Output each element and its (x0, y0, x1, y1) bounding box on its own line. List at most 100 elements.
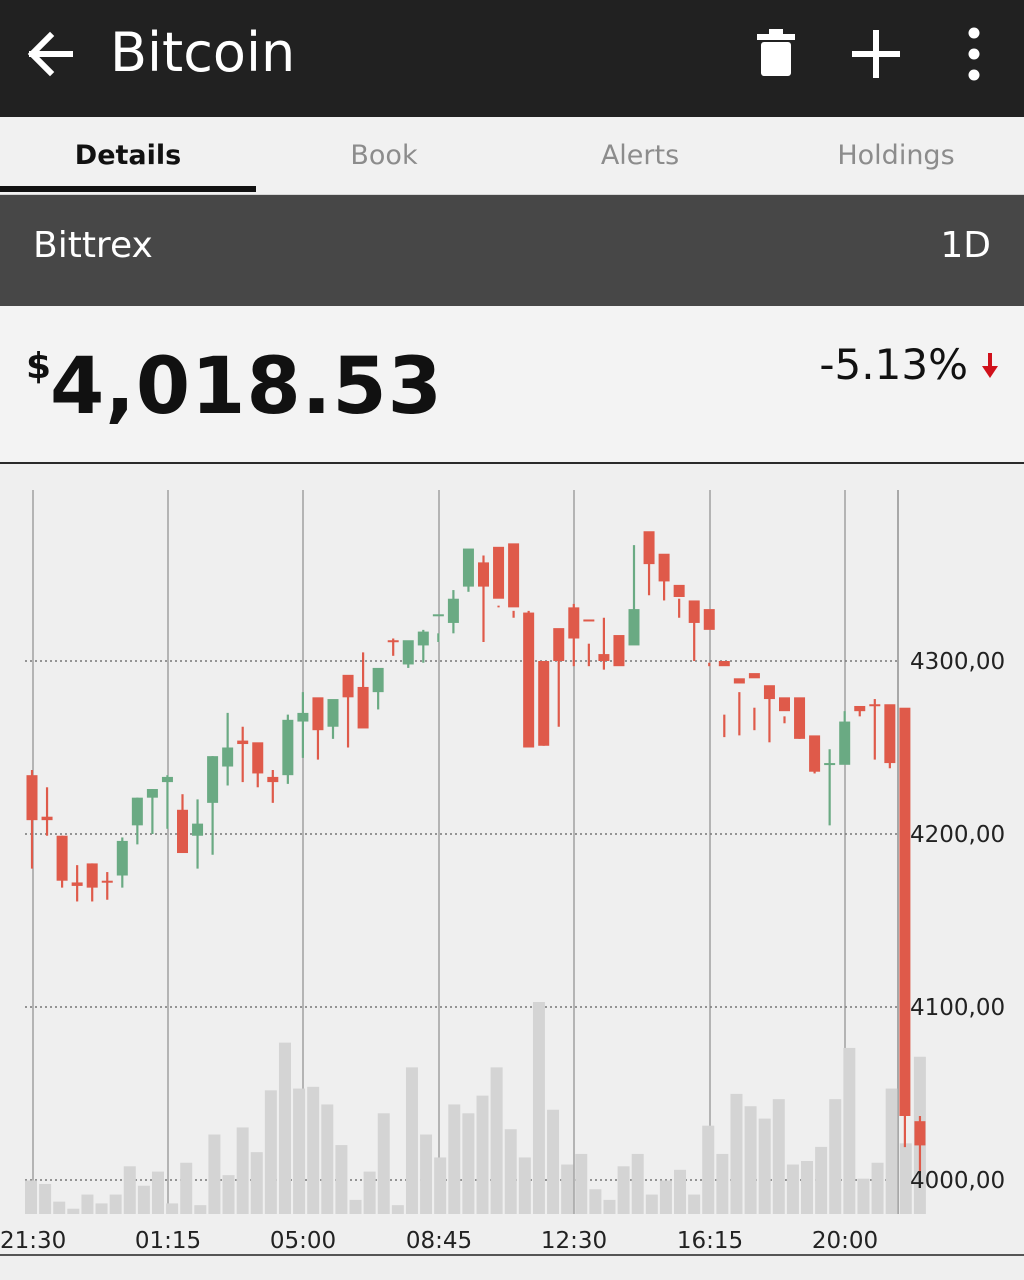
candle-body (26, 775, 38, 821)
price-panel: $ 4,018.53 -5.13% (0, 306, 1024, 464)
candle-body (207, 756, 219, 803)
y-tick-label: 4100,00 (910, 995, 1005, 1021)
tab-holdings[interactable]: Holdings (837, 140, 955, 171)
volume-bar (67, 1208, 80, 1214)
candlestick-chart[interactable]: 4300,00 4200,00 4100,00 4000,00 21:30 01:15 05… (0, 464, 1024, 1280)
candle-body (628, 609, 640, 646)
volume-bar (194, 1205, 207, 1214)
y-tick-label: 4300,00 (910, 649, 1005, 675)
volume-bar (264, 1090, 277, 1214)
volume-bar (81, 1194, 94, 1214)
volume-bar (137, 1185, 150, 1214)
candle-body (869, 704, 881, 707)
candle-body (237, 740, 249, 745)
back-arrow-icon[interactable] (24, 28, 76, 80)
candle-body (508, 543, 520, 608)
x-tick-label: 08:45 (406, 1228, 472, 1254)
x-tick-label: 16:15 (677, 1228, 743, 1254)
volume-bar (293, 1088, 306, 1214)
candle-body (824, 763, 836, 766)
candle-body (41, 816, 53, 821)
candle-body (222, 747, 234, 767)
volume-bar (829, 1099, 842, 1214)
volume-bar (236, 1127, 249, 1214)
volume-bar (645, 1194, 658, 1214)
candle-body (342, 674, 354, 698)
candle-body (733, 678, 745, 684)
candle-body (763, 685, 775, 700)
volume-bar (843, 1047, 856, 1214)
candle-body (417, 631, 429, 646)
tab-details[interactable]: Details (74, 140, 182, 171)
candle-body (192, 823, 204, 836)
volume-bar (575, 1153, 588, 1214)
x-tick-label: 20:00 (812, 1228, 878, 1254)
candle-body (161, 776, 173, 783)
exchange-bar: Bittrex 1D (0, 195, 1024, 306)
exchange-selector[interactable]: Bittrex (33, 225, 153, 266)
candle-body (462, 548, 474, 587)
candle-body (643, 531, 655, 565)
candle-body (779, 697, 790, 712)
candle-body (56, 835, 68, 881)
volume-bar (631, 1153, 644, 1214)
volume-bar (377, 1113, 390, 1214)
volume-bar (716, 1153, 729, 1214)
volume-bar (95, 1203, 108, 1214)
volume-bar (561, 1164, 574, 1214)
candle-body (688, 600, 700, 623)
volume-bar (857, 1178, 870, 1214)
y-tick-label: 4000,00 (910, 1168, 1005, 1194)
volume-bar (208, 1134, 221, 1214)
more-vert-icon[interactable] (946, 26, 1002, 82)
volume-bar (871, 1162, 884, 1214)
plus-icon[interactable] (848, 26, 904, 82)
x-tick-label: 01:15 (135, 1228, 201, 1254)
volume-bar (885, 1088, 898, 1214)
price-change-percent: -5.13% (819, 340, 968, 389)
active-tab-indicator (0, 186, 256, 192)
candle-body (146, 789, 158, 798)
volume-bar (363, 1171, 376, 1214)
volume-bar (278, 1042, 291, 1214)
candle-body (312, 697, 324, 731)
period-selector[interactable]: 1D (940, 225, 991, 266)
volume-bar (547, 1109, 560, 1214)
trash-icon[interactable] (748, 26, 804, 82)
x-tick-label: 21:30 (0, 1228, 66, 1254)
candle-body (914, 1121, 926, 1146)
candle-body (613, 635, 625, 667)
volume-bar (349, 1199, 362, 1214)
volume-bar (786, 1164, 799, 1214)
candle-body (86, 863, 98, 888)
volume-bar (801, 1161, 814, 1214)
candle-body (387, 640, 399, 643)
volume-bar (688, 1194, 701, 1214)
candle-body (854, 705, 866, 712)
volume-bar (391, 1205, 404, 1214)
candle-body (598, 654, 610, 661)
candle-body (297, 712, 309, 722)
x-tick-label: 12:30 (541, 1228, 607, 1254)
candle-body (372, 667, 384, 693)
candle-body (568, 607, 580, 639)
current-price: 4,018.53 (50, 342, 443, 432)
app-bar: Bitcoin (0, 0, 1024, 117)
candle-body (402, 640, 414, 665)
tab-book[interactable]: Book (350, 140, 418, 171)
y-tick-label: 4200,00 (910, 822, 1005, 848)
tab-bar: Details Book Alerts Holdings (0, 117, 1024, 196)
candle-body (327, 699, 339, 727)
volume-bar (420, 1134, 433, 1214)
volume-bar (250, 1152, 263, 1214)
candle-body (658, 553, 670, 582)
volume-bar (476, 1095, 489, 1214)
volume-bar (53, 1201, 66, 1214)
tab-alerts[interactable]: Alerts (600, 140, 680, 171)
candle-body (748, 673, 760, 679)
candle-body (583, 619, 595, 622)
volume-bar (321, 1104, 334, 1214)
candle-body (357, 686, 369, 729)
candle-body (899, 707, 911, 1116)
volume-bar (504, 1129, 517, 1214)
